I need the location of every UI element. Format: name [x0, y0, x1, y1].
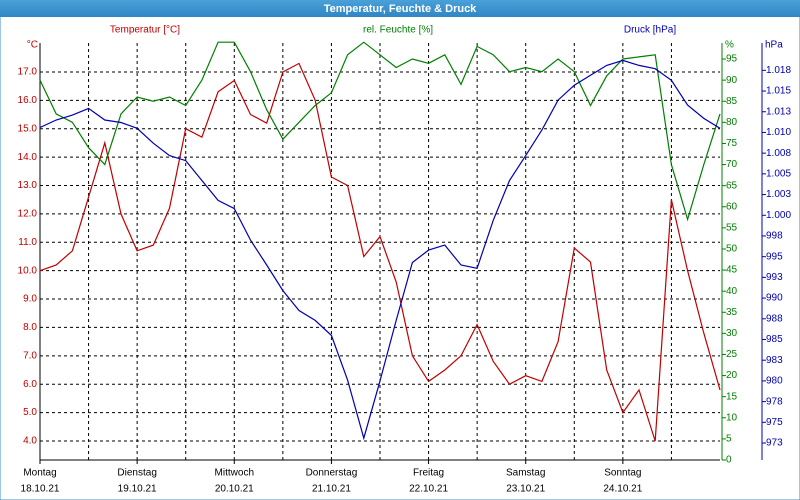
y-axis-title: Temperatur [°C] — [110, 25, 180, 36]
y2-tick-label: 65 — [726, 180, 738, 191]
series-line — [39, 62, 721, 442]
y-unit: °C — [27, 40, 38, 51]
y-tick-label: 9.0 — [23, 294, 37, 305]
y3-tick-label: 1.005 — [766, 168, 791, 179]
y-tick-label: 15.0 — [18, 123, 38, 134]
y-tick-label: 6.0 — [23, 379, 37, 390]
y3-tick-label: 1.015 — [766, 86, 791, 97]
y3-tick-label: 1.018 — [766, 65, 791, 76]
y2-tick-label: 50 — [726, 244, 738, 255]
y2-tick-label: 35 — [726, 307, 738, 318]
title-bar — [0, 0, 800, 17]
y-tick-label: 14.0 — [18, 152, 38, 163]
y3-tick-label: 1.008 — [766, 148, 791, 159]
y3-tick-label: 1.013 — [766, 106, 791, 117]
y2-tick-label: 10 — [726, 412, 738, 423]
y3-tick-label: 978 — [766, 396, 783, 407]
y2-tick-label: 55 — [726, 223, 738, 234]
y2-tick-label: 80 — [726, 117, 738, 128]
y2-tick-label: 5 — [726, 434, 732, 445]
y2-tick-label: 15 — [726, 391, 738, 402]
y-tick-label: 5.0 — [23, 407, 37, 418]
x-tick-date: 21.10.21 — [312, 484, 351, 495]
y3-tick-label: 975 — [766, 417, 783, 428]
y3-tick-label: 998 — [766, 231, 783, 242]
y3-tick-label: 993 — [766, 272, 783, 283]
y-tick-label: 11.0 — [18, 237, 37, 248]
x-tick-date: 20.10.21 — [215, 484, 254, 495]
y3-axis-title: Druck [hPa] — [624, 25, 676, 36]
x-tick-label: Mittwoch — [215, 468, 254, 479]
x-tick-label: Donnerstag — [306, 468, 358, 479]
x-tick-label: Freitag — [413, 468, 444, 479]
x-tick-label: Samstag — [506, 468, 545, 479]
y2-tick-label: 0 — [726, 455, 732, 466]
y-tick-label: 12.0 — [18, 209, 38, 220]
y2-tick-label: 40 — [726, 286, 738, 297]
y2-tick-label: 60 — [726, 201, 738, 212]
y-tick-label: 7.0 — [23, 350, 37, 361]
x-tick-date: 22.10.21 — [409, 484, 448, 495]
y3-tick-label: 1.003 — [766, 189, 791, 200]
y-tick-label: 17.0 — [18, 67, 38, 78]
x-tick-date: 18.10.21 — [21, 484, 60, 495]
y3-tick-label: 980 — [766, 376, 783, 387]
y3-tick-label: 990 — [766, 293, 783, 304]
y3-tick-label: 1.010 — [766, 127, 791, 138]
y2-unit: % — [725, 40, 734, 51]
y2-tick-label: 90 — [726, 75, 738, 86]
y2-tick-label: 95 — [726, 54, 738, 65]
y3-unit: hPa — [765, 40, 783, 51]
y-tick-label: 8.0 — [23, 322, 37, 333]
y2-tick-label: 45 — [726, 265, 738, 276]
series-line — [39, 41, 721, 222]
y-tick-label: 4.0 — [23, 436, 37, 447]
y3-tick-label: 988 — [766, 313, 783, 324]
y2-tick-label: 75 — [726, 138, 738, 149]
y3-tick-label: 973 — [766, 438, 783, 449]
y2-tick-label: 20 — [726, 370, 738, 381]
y2-tick-label: 85 — [726, 96, 738, 107]
x-tick-date: 19.10.21 — [118, 484, 157, 495]
x-tick-date: 23.10.21 — [506, 484, 545, 495]
y2-axis-title: rel. Feuchte [%] — [363, 25, 433, 36]
y-tick-label: 13.0 — [18, 180, 38, 191]
x-tick-date: 24.10.21 — [603, 484, 642, 495]
x-tick-label: Montag — [23, 468, 56, 479]
y-tick-label: 10.0 — [18, 265, 38, 276]
x-tick-label: Sonntag — [604, 468, 641, 479]
y3-tick-label: 983 — [766, 355, 783, 366]
y3-tick-label: 1.000 — [766, 210, 791, 221]
y2-tick-label: 25 — [726, 349, 738, 360]
y2-tick-label: 30 — [726, 328, 738, 339]
chart-title: Temperatur, Feuchte & Druck — [324, 3, 477, 15]
series-line — [39, 59, 721, 441]
y-tick-label: 16.0 — [18, 95, 38, 106]
y3-tick-label: 985 — [766, 334, 783, 345]
x-tick-label: Dienstag — [117, 468, 156, 479]
y3-tick-label: 995 — [766, 251, 783, 262]
y2-tick-label: 70 — [726, 159, 738, 170]
